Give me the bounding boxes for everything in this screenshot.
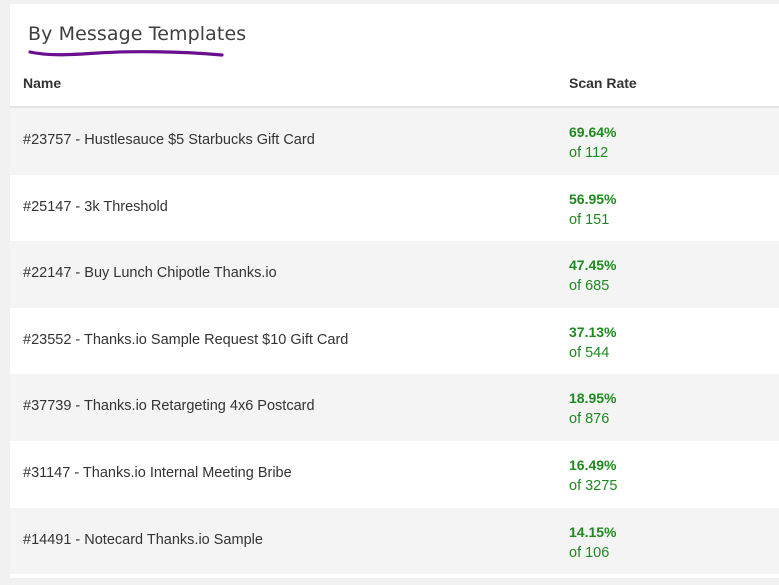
table-row[interactable]: #31147 - Thanks.io Internal Meeting Brib… [10, 440, 779, 508]
template-name: #23552 - Thanks.io Sample Request $10 Gi… [23, 331, 349, 348]
scan-rate-cell: 37.13% of 544 [569, 322, 616, 364]
template-name: #22147 - Buy Lunch Chipotle Thanks.io [23, 265, 277, 282]
template-name: #25147 - 3k Threshold [23, 198, 168, 215]
table-row[interactable]: #37739 - Thanks.io Retargeting 4x6 Postc… [10, 374, 779, 441]
section-header: By Message Templates [28, 23, 246, 59]
scan-rate-total: of 685 [569, 278, 610, 295]
template-name: #23757 - Hustlesauce $5 Starbucks Gift C… [23, 132, 315, 148]
scan-rate-cell: 16.49% of 3275 [569, 455, 617, 497]
scan-rate-total: of 3275 [569, 477, 618, 494]
scan-rate-percent: 69.64% [569, 124, 617, 140]
section-title: By Message Templates [28, 23, 247, 45]
scan-rate-total: of 151 [569, 211, 610, 228]
scan-rate-total: of 544 [569, 344, 610, 361]
scan-rate-total: of 106 [569, 544, 610, 561]
scan-rate-cell: 56.95% of 151 [569, 189, 616, 231]
column-header-scan-rate[interactable]: Scan Rate [569, 75, 637, 91]
scan-rate-total: of 112 [569, 145, 609, 161]
template-name: #31147 - Thanks.io Internal Meeting Brib… [23, 464, 292, 481]
scan-rate-percent: 56.95% [569, 190, 617, 207]
scan-rate-total: of 876 [569, 411, 610, 428]
message-templates-card: By Message Templates Name Scan Rate #237… [10, 4, 779, 578]
scan-rate-percent: 14.15% [569, 523, 617, 540]
scan-rate-percent: 37.13% [569, 323, 617, 340]
template-name: #14491 - Notecard Thanks.io Sample [23, 531, 263, 548]
table-header: Name Scan Rate [10, 60, 779, 108]
scan-rate-percent: 18.95% [569, 390, 617, 407]
table-row[interactable]: #14491 - Notecard Thanks.io Sample 14.15… [10, 507, 779, 575]
template-name: #37739 - Thanks.io Retargeting 4x6 Postc… [23, 398, 315, 415]
scan-rate-cell: 69.64% of 112 [569, 122, 616, 164]
scan-rate-percent: 16.49% [569, 456, 617, 473]
table-row[interactable]: #23552 - Thanks.io Sample Request $10 Gi… [10, 307, 779, 375]
title-underline-annotation [28, 50, 224, 57]
scan-rate-cell: 14.15% of 106 [569, 522, 616, 564]
table-row[interactable]: #23757 - Hustlesauce $5 Starbucks Gift C… [10, 108, 779, 175]
column-header-name[interactable]: Name [23, 75, 62, 91]
scan-rate-cell: 47.45% of 685 [569, 255, 616, 297]
table-row[interactable]: #25147 - 3k Threshold 56.95% of 151 [10, 174, 779, 242]
table-row[interactable]: #22147 - Buy Lunch Chipotle Thanks.io 47… [10, 241, 779, 308]
scan-rate-percent: 47.45% [569, 257, 617, 274]
scan-rate-cell: 18.95% of 876 [569, 388, 616, 430]
table-body: #23757 - Hustlesauce $5 Starbucks Gift C… [10, 108, 779, 575]
